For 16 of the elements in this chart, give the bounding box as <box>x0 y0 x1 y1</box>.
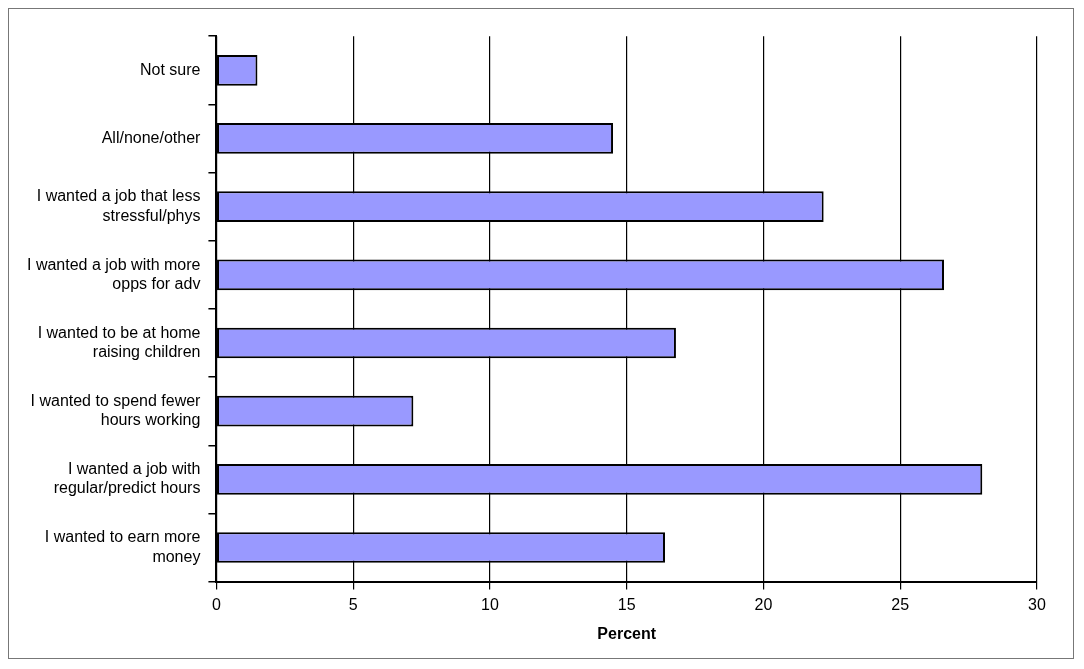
y-tick-label: I wanted to earn more money <box>44 528 201 565</box>
y-tick-label: All/none/other <box>101 128 202 146</box>
x-tick-label: 5 <box>348 595 358 613</box>
y-tick-label: I wanted a job that less stressful/phys <box>36 187 201 224</box>
y-tick-label: Not sure <box>139 60 201 78</box>
x-tick-label: 10 <box>481 595 499 613</box>
x-tick-label: 25 <box>891 595 910 613</box>
x-tick-label: 0 <box>211 595 221 613</box>
y-tick-label: I wanted to spend fewer hours working <box>30 391 202 429</box>
x-tick-label: 30 <box>1028 595 1046 613</box>
x-axis-title: Percent <box>597 624 657 642</box>
y-tick-label: I wanted a job with regular/predict hours <box>53 460 201 497</box>
y-tick-label: I wanted to be at home raising children <box>37 323 201 360</box>
y-tick-label: I wanted a job with more opps for adv <box>27 255 201 292</box>
x-tick-label: 20 <box>754 595 773 613</box>
x-tick-label: 15 <box>617 595 636 613</box>
